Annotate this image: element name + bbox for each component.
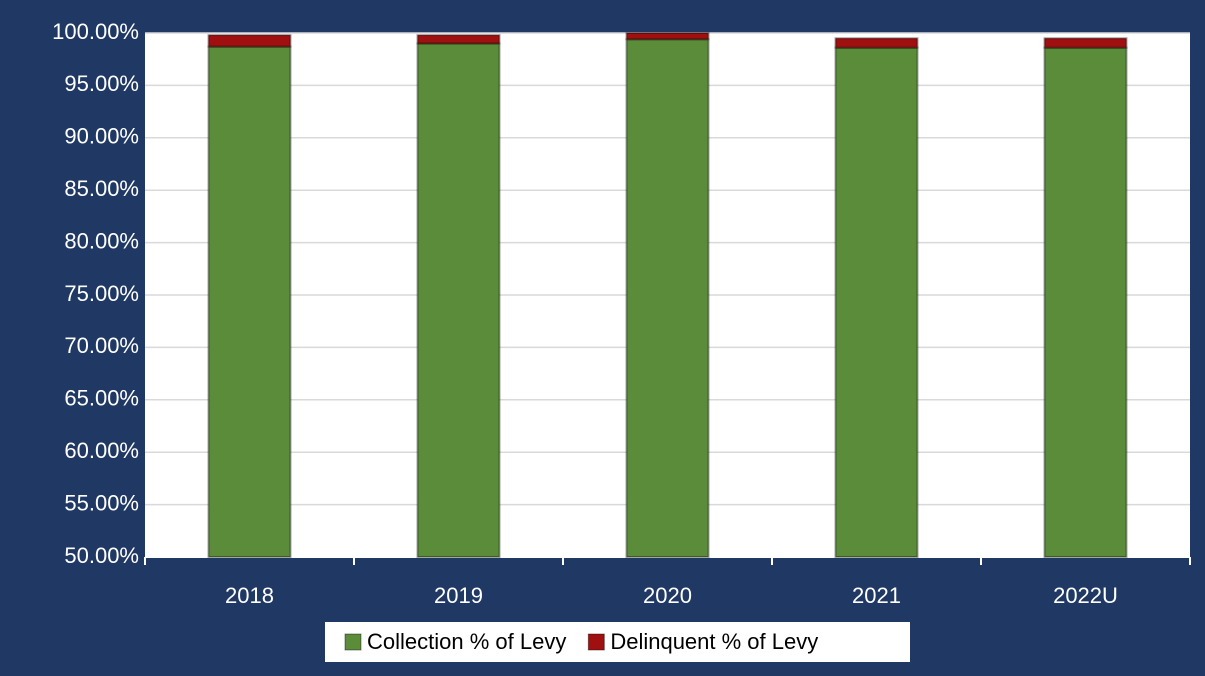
x-tick-label: 2018 (225, 583, 274, 608)
y-tick-label: 85.00% (64, 176, 139, 201)
bar-segment (625, 32, 710, 41)
x-tick-label: 2019 (434, 583, 483, 608)
bar-segment (416, 42, 501, 559)
legend (325, 622, 910, 662)
bar-segment (207, 34, 292, 48)
y-tick-label: 90.00% (64, 124, 139, 149)
y-tick-label: 80.00% (64, 228, 139, 253)
y-tick-label: 95.00% (64, 71, 139, 96)
bar-segment (416, 34, 501, 45)
y-tick-label: 50.00% (64, 543, 139, 568)
legend-swatch (587, 633, 605, 651)
bar-segment (1043, 46, 1128, 559)
legend-label: Delinquent % of Levy (610, 629, 818, 654)
y-tick-label: 60.00% (64, 438, 139, 463)
x-tick-label: 2020 (643, 583, 692, 608)
y-tick-label: 70.00% (64, 333, 139, 358)
y-tick-label: 100.00% (52, 19, 139, 44)
bar-segment (834, 37, 919, 49)
bar-segment (1043, 37, 1128, 49)
y-tick-label: 75.00% (64, 281, 139, 306)
y-tick-label: 65.00% (64, 386, 139, 411)
x-tick-label: 2021 (852, 583, 901, 608)
bar-segment (207, 45, 292, 559)
legend-swatch (344, 633, 362, 651)
bar-segment (834, 46, 919, 559)
bar-segment (625, 38, 710, 558)
x-tick-label: 2022U (1053, 583, 1118, 608)
legend-label: Collection % of Levy (367, 629, 566, 654)
y-tick-label: 55.00% (64, 490, 139, 515)
